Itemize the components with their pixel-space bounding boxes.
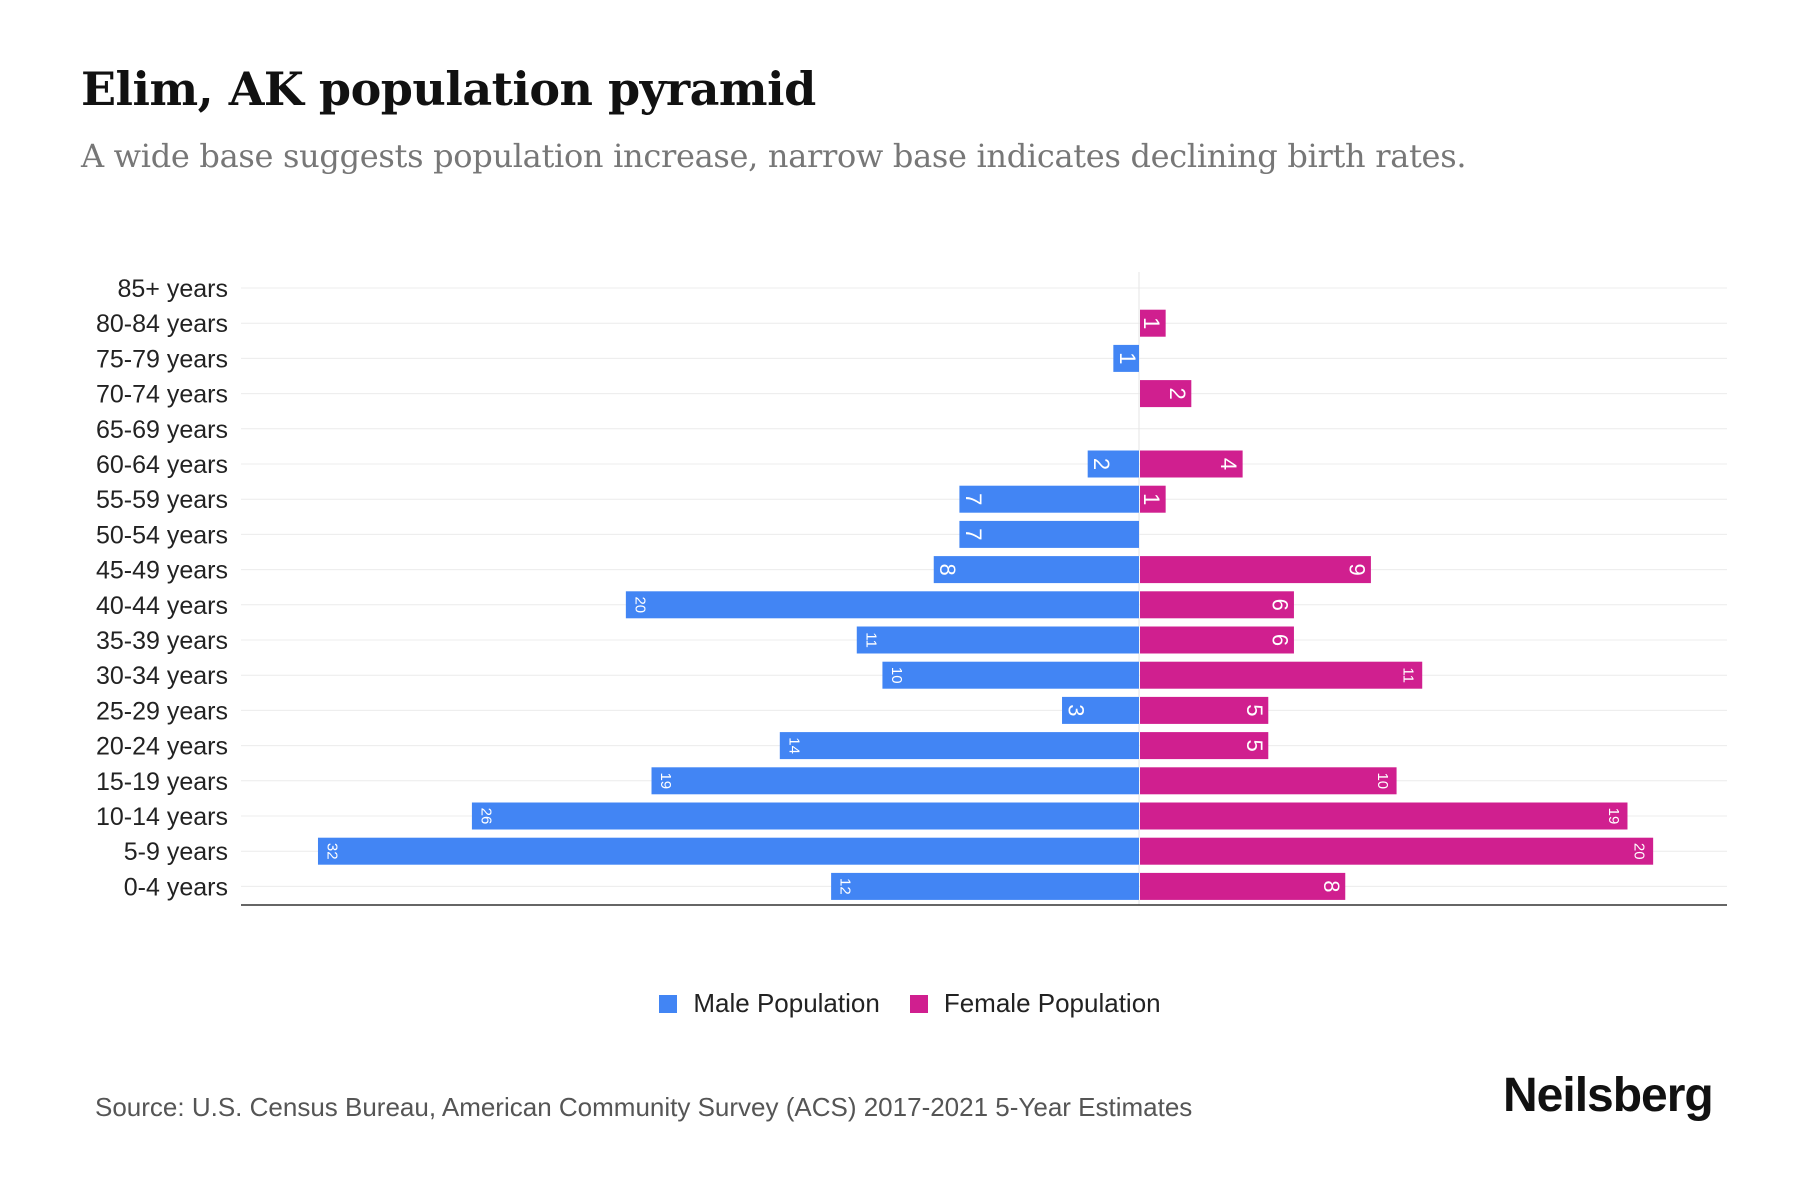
bar-male bbox=[831, 872, 1139, 900]
legend: Male Population Female Population bbox=[0, 988, 1800, 1019]
bar-female bbox=[1140, 380, 1192, 408]
neilsberg-logo: Neilsberg bbox=[1503, 1069, 1714, 1122]
data-label-male: 8 bbox=[935, 563, 960, 575]
y-tick-label: 5-9 years bbox=[124, 838, 228, 866]
y-tick-label: 40-44 years bbox=[96, 592, 228, 620]
data-label-female: 9 bbox=[1344, 563, 1369, 575]
bar-female bbox=[1140, 485, 1166, 513]
data-label-male: 26 bbox=[477, 808, 494, 825]
bar-female bbox=[1140, 591, 1294, 619]
bar-female bbox=[1140, 450, 1243, 478]
data-label-female: 1 bbox=[1139, 493, 1164, 505]
data-label-female: 6 bbox=[1267, 599, 1292, 611]
y-tick-label: 50-54 years bbox=[96, 521, 228, 549]
bar-female bbox=[1140, 802, 1628, 830]
y-tick-label: 45-49 years bbox=[96, 557, 228, 585]
y-tick-label: 85+ years bbox=[118, 275, 229, 303]
y-tick-label: 35-39 years bbox=[96, 627, 228, 655]
data-label-female: 5 bbox=[1242, 739, 1267, 751]
y-tick-label: 15-19 years bbox=[96, 768, 228, 796]
bar-male bbox=[1087, 450, 1139, 478]
data-label-male: 2 bbox=[1089, 458, 1114, 470]
legend-label-female: Female Population bbox=[943, 988, 1161, 1018]
bar-male bbox=[959, 520, 1139, 548]
bar-male bbox=[1062, 696, 1139, 724]
data-label-male: 20 bbox=[631, 596, 648, 613]
bar-male bbox=[882, 661, 1139, 689]
data-label-female: 4 bbox=[1216, 458, 1241, 470]
bar-male bbox=[317, 837, 1139, 865]
y-tick-label: 65-69 years bbox=[96, 416, 228, 444]
y-tick-label: 0-4 years bbox=[124, 873, 228, 901]
bar-male bbox=[1113, 344, 1139, 372]
y-tick-label: 80-84 years bbox=[96, 310, 228, 338]
legend-item-female: Female Population bbox=[909, 988, 1161, 1019]
data-label-male: 7 bbox=[961, 528, 986, 540]
data-label-female: 2 bbox=[1165, 387, 1190, 399]
bar-male bbox=[856, 626, 1139, 654]
source-note: Source: U.S. Census Bureau, American Com… bbox=[95, 1092, 1193, 1122]
y-tick-label: 75-79 years bbox=[96, 345, 228, 373]
y-tick-label: 30-34 years bbox=[96, 662, 228, 690]
y-tick-label: 55-59 years bbox=[96, 486, 228, 514]
data-label-male: 32 bbox=[323, 843, 340, 860]
bar-male bbox=[959, 485, 1139, 513]
data-label-female: 6 bbox=[1267, 634, 1292, 646]
y-tick-label: 60-64 years bbox=[96, 451, 228, 479]
data-label-male: 19 bbox=[657, 772, 674, 789]
bar-female bbox=[1140, 309, 1166, 337]
chart-title: Elim, AK population pyramid bbox=[81, 62, 816, 116]
bar-male bbox=[779, 732, 1139, 760]
bar-female bbox=[1140, 872, 1346, 900]
y-tick-label: 20-24 years bbox=[96, 733, 228, 761]
bar-female bbox=[1140, 696, 1269, 724]
data-label-female: 20 bbox=[1631, 843, 1648, 860]
bar-male bbox=[471, 802, 1139, 830]
legend-item-male: Male Population bbox=[659, 988, 880, 1019]
bar-female bbox=[1140, 661, 1423, 689]
data-label-male: 7 bbox=[961, 493, 986, 505]
bar-female bbox=[1140, 626, 1294, 654]
data-label-female: 5 bbox=[1242, 704, 1267, 716]
data-label-male: 11 bbox=[862, 632, 879, 648]
data-label-female: 8 bbox=[1319, 880, 1344, 892]
data-label-female: 1 bbox=[1139, 317, 1164, 329]
data-label-male: 3 bbox=[1064, 704, 1089, 716]
bar-female bbox=[1140, 837, 1654, 865]
legend-swatch-female bbox=[909, 994, 928, 1013]
data-label-male: 1 bbox=[1115, 352, 1140, 364]
chart-subtitle: A wide base suggests population increase… bbox=[81, 137, 1467, 175]
data-label-female: 19 bbox=[1605, 808, 1622, 825]
data-label-female: 11 bbox=[1400, 667, 1417, 683]
data-label-male: 12 bbox=[837, 878, 854, 895]
bar-female bbox=[1140, 556, 1371, 584]
legend-label-male: Male Population bbox=[693, 988, 880, 1018]
bar-male bbox=[933, 556, 1139, 584]
bar-female bbox=[1140, 767, 1397, 795]
legend-swatch-male bbox=[659, 994, 678, 1013]
bar-male bbox=[651, 767, 1139, 795]
y-tick-label: 10-14 years bbox=[96, 803, 228, 831]
data-label-male: 10 bbox=[888, 667, 905, 684]
data-label-female: 10 bbox=[1374, 772, 1391, 789]
bar-female bbox=[1140, 732, 1269, 760]
data-label-male: 14 bbox=[785, 737, 802, 754]
y-tick-label: 70-74 years bbox=[96, 381, 228, 409]
bar-male bbox=[625, 591, 1139, 619]
y-tick-label: 25-29 years bbox=[96, 697, 228, 725]
